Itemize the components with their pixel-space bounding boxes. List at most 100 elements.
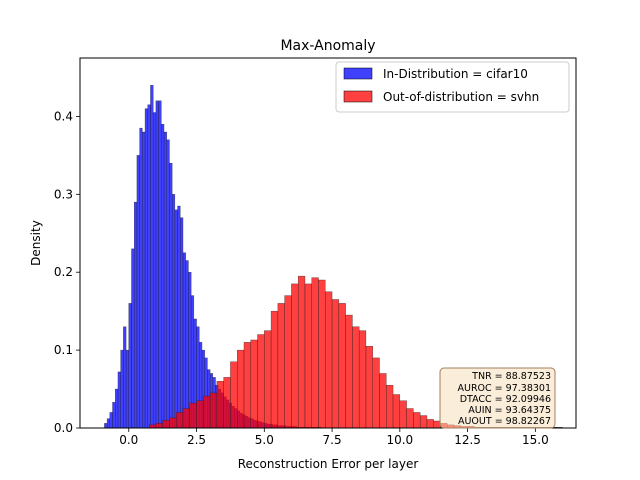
chart-title: Max-Anomaly: [280, 38, 375, 54]
out-of-distribution-bar: [352, 326, 360, 429]
out-of-distribution-bar: [304, 283, 312, 429]
in-distribution-bar: [171, 194, 176, 429]
out-of-distribution-bar: [223, 377, 231, 429]
plot-frame: [79, 57, 577, 429]
out-of-distribution-bar: [311, 277, 319, 429]
x-tick-label: 12.5: [454, 433, 481, 447]
in-distribution-bar: [150, 85, 154, 429]
in-distribution-bar: [106, 418, 111, 429]
in-distribution-bar: [155, 100, 159, 429]
in-distribution-bars: [104, 85, 322, 429]
out-of-distribution-bar: [325, 291, 333, 429]
in-distribution-bar: [115, 388, 119, 429]
out-of-distribution-bar: [243, 342, 251, 429]
legend-label-in-distribution: In-Distribution = cifar10: [383, 67, 528, 81]
legend-label-out-of-distribution: Out-of-distribution = svhn: [383, 90, 539, 104]
out-of-distribution-bar: [338, 303, 346, 429]
in-distribution-bar: [139, 127, 143, 429]
legend: In-Distribution = cifar10 Out-of-distrib…: [335, 61, 570, 113]
metrics-box-frame: [439, 367, 556, 429]
out-of-distribution-bar: [379, 373, 387, 429]
out-of-distribution-bar: [345, 314, 353, 429]
y-tick-label: 0.0: [54, 421, 73, 435]
out-of-distribution-bar: [372, 357, 380, 429]
out-of-distribution-bar: [284, 295, 292, 429]
out-of-distribution-bar: [413, 412, 421, 429]
out-of-distribution-bar: [277, 303, 285, 429]
out-of-distribution-bar: [155, 423, 163, 429]
metric-dtacc: DTACC = 92.09946: [460, 394, 551, 405]
x-tick-label: 7.5: [323, 433, 342, 447]
out-of-distribution-bar: [419, 415, 428, 429]
metric-auin: AUIN = 93.64375: [468, 405, 551, 416]
y-tick-label: 0.1: [54, 343, 73, 357]
y-tick-label: 0.4: [54, 109, 73, 123]
in-distribution-bar: [134, 201, 138, 429]
out-of-distribution-bar: [406, 408, 414, 429]
out-of-distribution-bar: [386, 384, 394, 429]
in-distribution-bar: [109, 412, 113, 429]
in-distribution-bar: [158, 100, 162, 429]
out-of-distribution-bar: [230, 361, 238, 429]
out-of-distribution-bar: [297, 275, 306, 429]
in-distribution-bar: [125, 349, 129, 429]
x-tick-label: 0.0: [119, 433, 138, 447]
legend-swatch-in-distribution: [343, 67, 373, 80]
y-tick-label: 0.2: [54, 265, 73, 279]
out-of-distribution-bar: [216, 381, 224, 429]
out-of-distribution-bar: [203, 395, 211, 429]
in-distribution-bar: [169, 162, 173, 429]
out-of-distribution-bar: [182, 408, 190, 429]
in-distribution-bar: [166, 139, 170, 429]
in-distribution-bar: [174, 209, 178, 429]
out-of-distribution-bar: [176, 412, 184, 429]
in-distribution-bar: [136, 155, 140, 429]
in-distribution-bar: [144, 108, 148, 429]
x-tick-label: 10.0: [386, 433, 413, 447]
out-of-distribution-bar: [169, 417, 177, 429]
x-tick-label: 5.0: [255, 433, 274, 447]
x-axis-label: Reconstruction Error per layer: [238, 457, 419, 471]
out-of-distribution-bar: [365, 346, 373, 429]
metric-tnr: TNR = 88.87523: [471, 371, 551, 382]
out-of-distribution-bars: [148, 275, 563, 429]
y-tick-label: 0.3: [54, 187, 73, 201]
out-of-distribution-bar: [270, 310, 279, 429]
metric-auroc: AUROC = 97.38301: [458, 383, 552, 394]
in-distribution-bar: [117, 371, 121, 429]
out-of-distribution-bar: [433, 420, 441, 429]
out-of-distribution-bar: [426, 419, 434, 429]
y-axis-label: Density: [29, 220, 43, 266]
out-of-distribution-bar: [162, 420, 170, 429]
out-of-distribution-bar: [189, 402, 197, 429]
out-of-distribution-bar: [331, 299, 340, 429]
out-of-distribution-bar: [250, 339, 258, 429]
x-tick-label: 2.5: [187, 433, 206, 447]
legend-frame: [335, 61, 570, 113]
in-distribution-bar: [123, 326, 127, 429]
metric-auout: AUOUT = 98.82267: [458, 416, 551, 427]
in-distribution-bar: [120, 349, 124, 429]
out-of-distribution-bar: [196, 400, 204, 429]
x-tick-label: 15.0: [522, 433, 549, 447]
legend-swatch-out-of-distribution: [343, 90, 373, 103]
out-of-distribution-bar: [236, 349, 245, 429]
out-of-distribution-bar: [392, 394, 401, 429]
in-distribution-bar: [163, 131, 167, 429]
out-of-distribution-bar: [318, 279, 326, 429]
plot-area: [104, 85, 563, 429]
in-distribution-bar: [112, 402, 116, 429]
out-of-distribution-bar: [257, 334, 265, 429]
out-of-distribution-bar: [209, 392, 218, 429]
in-distribution-bar: [147, 104, 151, 429]
out-of-distribution-bar: [291, 283, 299, 429]
out-of-distribution-bar: [358, 330, 367, 429]
in-distribution-bar: [128, 303, 132, 429]
in-distribution-bar: [142, 131, 146, 429]
in-distribution-bar: [177, 205, 181, 429]
in-distribution-bar: [182, 252, 186, 429]
metrics-box: TNR = 88.87523 AUROC = 97.38301 DTACC = …: [439, 367, 556, 429]
in-distribution-bar: [152, 112, 157, 429]
in-distribution-bar: [104, 423, 108, 429]
